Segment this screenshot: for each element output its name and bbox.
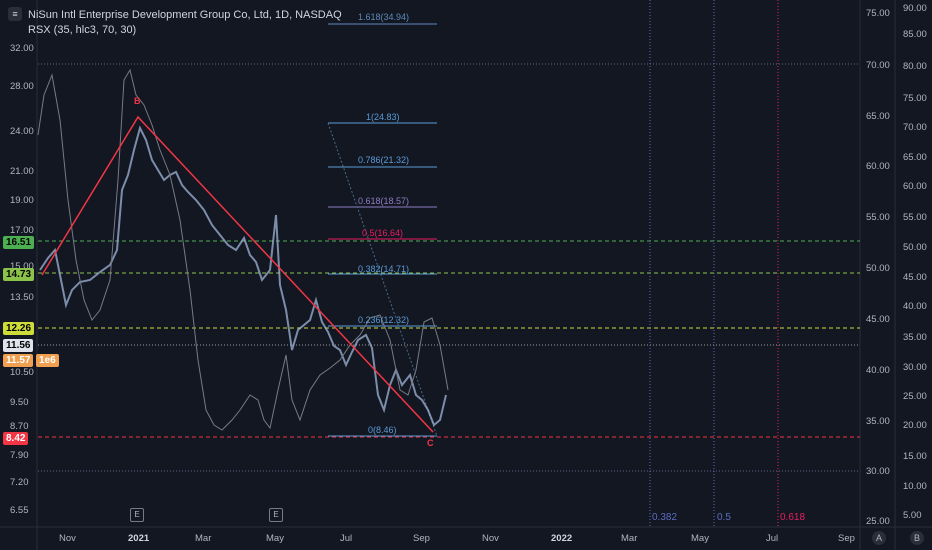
price-badge-16-51: 16.51 <box>3 236 35 249</box>
rsx-outer-tick: 20.00 <box>903 420 927 431</box>
rsx-outer-tick: 45.00 <box>903 272 927 283</box>
rsx-outer-tick: 65.00 <box>903 152 927 163</box>
rsx-tick: 35.00 <box>866 416 890 427</box>
price-tick: 24.00 <box>10 126 34 137</box>
rsx-outer-tick: 30.00 <box>903 362 927 373</box>
fib-label-1618[interactable]: 1.618(34.94) <box>358 12 410 22</box>
time-zone-label-05[interactable]: 0.5 <box>717 512 731 523</box>
rsx-outer-tick: 75.00 <box>903 93 927 104</box>
time-tick: Mar <box>195 533 212 544</box>
price-tick: 13.50 <box>10 292 34 303</box>
price-tick: 32.00 <box>10 43 34 54</box>
rsx-tick: 55.00 <box>866 212 890 223</box>
fib-label-1[interactable]: 1(24.83) <box>366 112 400 122</box>
price-tick: 28.00 <box>10 81 34 92</box>
rsx-outer-tick: 50.00 <box>903 242 927 253</box>
symbol-logo-icon[interactable]: ≡ <box>8 7 22 21</box>
wave-label-c: C <box>427 438 434 448</box>
rsx-tick: 30.00 <box>866 466 890 477</box>
fib-label-0236[interactable]: 0.236(12.32) <box>358 315 410 325</box>
rsx-tick: 75.00 <box>866 8 890 19</box>
rsx-tick: 25.00 <box>866 516 890 527</box>
time-tick: 2021 <box>128 533 150 544</box>
chart-title[interactable]: NiSun Intl Enterprise Development Group … <box>28 9 342 21</box>
auto-scale-button[interactable]: A <box>872 531 886 545</box>
rsx-tick: 60.00 <box>866 161 890 172</box>
rsx-outer-tick: 70.00 <box>903 122 927 133</box>
rsx-tick: 40.00 <box>866 365 890 376</box>
price-candles <box>39 125 447 427</box>
price-tick: 6.55 <box>10 505 29 516</box>
price-tick: 10.50 <box>10 367 34 378</box>
fib-label-05[interactable]: 0.5(16.64) <box>362 228 404 238</box>
log-scale-button[interactable]: B <box>910 531 924 545</box>
time-zone-label-0618[interactable]: 0.618 <box>780 512 806 523</box>
rsx-outer-tick: 5.00 <box>903 510 922 521</box>
price-tick: 7.20 <box>10 477 29 488</box>
price-badge-12-26: 12.26 <box>3 322 35 335</box>
rsx-outer-tick: 15.00 <box>903 451 927 462</box>
fib-label-0382[interactable]: 0.382(14.71) <box>358 264 410 274</box>
price-tick: 9.50 <box>10 397 29 408</box>
time-tick: May <box>266 533 284 544</box>
time-tick: Mar <box>621 533 638 544</box>
rsx-tick: 45.00 <box>866 314 890 325</box>
rsx-outer-tick: 35.00 <box>903 332 927 343</box>
price-badge-11-56: 11.56 <box>3 339 34 352</box>
price-badge-14-73: 14.73 <box>3 268 35 281</box>
price-tick: 7.90 <box>10 450 29 461</box>
fib-label-0786[interactable]: 0.786(21.32) <box>358 155 410 165</box>
price-badge-last: 11.57 <box>3 354 34 367</box>
fib-label-0618[interactable]: 0.618(18.57) <box>358 196 410 206</box>
time-tick: Sep <box>413 533 430 544</box>
rsx-line <box>37 68 449 431</box>
time-tick: Sep <box>838 533 855 544</box>
time-tick: Jul <box>340 533 353 544</box>
badge-countdown: 1e6 <box>36 354 59 367</box>
rsx-outer-tick: 10.00 <box>903 481 927 492</box>
time-tick: Nov <box>59 533 76 544</box>
fib-label-0[interactable]: 0(8.46) <box>368 425 397 435</box>
abc-pattern-line <box>41 115 434 433</box>
rsx-outer-tick: 40.00 <box>903 301 927 312</box>
rsx-tick: 50.00 <box>866 263 890 274</box>
price-tick: 21.00 <box>10 166 34 177</box>
rsx-outer-tick: 25.00 <box>903 391 927 402</box>
earnings-marker[interactable]: E <box>130 508 144 522</box>
price-tick: 17.00 <box>10 225 34 236</box>
time-tick: Jul <box>766 533 779 544</box>
price-badge-8-42: 8.42 <box>3 432 29 445</box>
price-tick: 19.00 <box>10 195 34 206</box>
time-tick: Nov <box>482 533 499 544</box>
indicator-legend[interactable]: RSX (35, hlc3, 70, 30) <box>28 24 137 36</box>
rsx-outer-tick: 90.00 <box>903 3 927 14</box>
rsx-outer-tick: 60.00 <box>903 181 927 192</box>
time-zone-label-0382[interactable]: 0.382 <box>652 512 678 523</box>
price-tick: 15.00 <box>10 261 34 272</box>
time-tick: May <box>691 533 709 544</box>
price-tick: 8.70 <box>10 421 29 432</box>
wave-label-b: B <box>134 96 141 106</box>
earnings-marker[interactable]: E <box>269 508 283 522</box>
fib-trend-line <box>327 122 438 437</box>
rsx-outer-tick: 80.00 <box>903 61 927 72</box>
rsx-tick: 70.00 <box>866 60 890 71</box>
time-tick: 2022 <box>551 533 573 544</box>
rsx-tick: 65.00 <box>866 111 890 122</box>
rsx-outer-tick: 55.00 <box>903 212 927 223</box>
rsx-outer-tick: 85.00 <box>903 29 927 40</box>
